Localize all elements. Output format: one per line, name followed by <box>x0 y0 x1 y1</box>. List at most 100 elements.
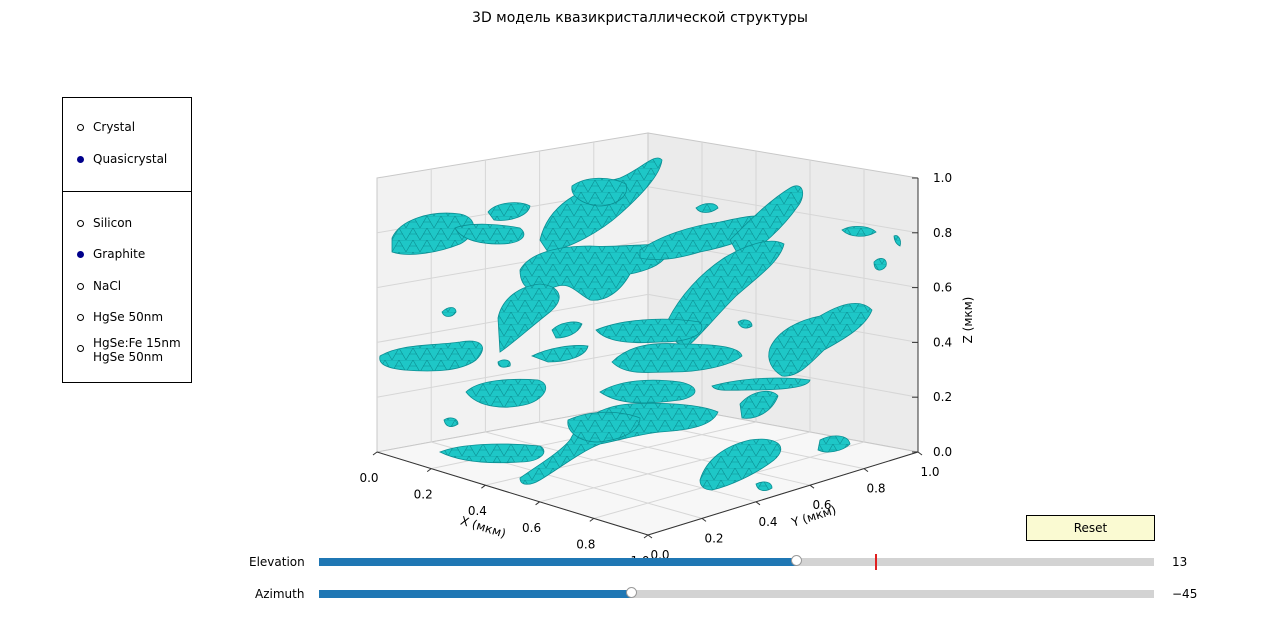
y-tick-label: 0.2 <box>704 531 723 545</box>
surface-blob <box>768 303 873 377</box>
radio-dot-quasicrystal[interactable] <box>77 156 84 163</box>
surface-blob <box>893 235 901 247</box>
surface-blob <box>443 417 459 428</box>
surface-blob <box>567 411 641 443</box>
surface-blob <box>699 438 782 491</box>
x-tick-label: 0.4 <box>468 504 487 518</box>
x-tick-mark <box>481 484 486 489</box>
surface-blob <box>497 283 560 353</box>
radio-label-quasicrystal: Quasicrystal <box>93 152 168 166</box>
azimuth-slider[interactable] <box>319 587 1154 598</box>
surface-blob <box>441 307 457 317</box>
surface-blob <box>873 258 887 271</box>
elevation-value: 13 <box>1172 555 1188 569</box>
material-radio-group: Crystal Quasicrystal <box>62 97 192 193</box>
z-tick-label: 0.8 <box>933 226 952 240</box>
z-tick-label: 0.6 <box>933 281 952 295</box>
x-axis-line <box>376 451 649 536</box>
sample-radio-group: Silicon Graphite NaCl HgSe 50nm HgSe:Fe … <box>62 191 192 383</box>
elevation-initial-marker <box>874 554 877 570</box>
x-tick-mark <box>535 501 540 506</box>
radio-hgse-50nm[interactable]: HgSe 50nm <box>77 310 163 324</box>
radio-label-graphite: Graphite <box>93 247 146 261</box>
surface-blob <box>379 340 483 372</box>
y-tick-mark <box>647 534 653 539</box>
y-tick-mark <box>917 451 923 456</box>
surface-blob <box>695 203 719 213</box>
surface-blob <box>454 223 525 245</box>
x-tick-mark <box>426 468 432 473</box>
grid-line <box>376 240 919 289</box>
axis-ticks: 0.00.20.40.60.81.00.00.20.40.60.81.00.00… <box>359 171 952 560</box>
radio-dot-hgse-50nm[interactable] <box>77 314 84 321</box>
quasicrystal-surface <box>379 157 901 492</box>
surface-blob <box>737 319 753 329</box>
x-tick-label: 0.2 <box>414 488 433 502</box>
azimuth-value: −45 <box>1172 587 1198 601</box>
y-tick-mark <box>809 484 815 489</box>
radio-nacl[interactable]: NaCl <box>77 279 121 293</box>
y-tick-label: 0.8 <box>866 482 885 496</box>
surface-blob <box>531 345 589 363</box>
y-tick-mark <box>755 501 761 506</box>
y-tick-label: 0.4 <box>758 515 777 529</box>
radio-hgse-fe[interactable]: HgSe:Fe 15nm HgSe 50nm <box>77 336 181 364</box>
radio-dot-graphite[interactable] <box>77 251 84 258</box>
surface-blob <box>551 321 583 339</box>
surface-blob <box>595 318 703 344</box>
surface-blob <box>739 390 779 419</box>
y-axis-line <box>647 451 919 536</box>
surface-blob <box>439 443 545 464</box>
surface-blob <box>487 202 531 221</box>
y-tick-mark <box>701 518 707 522</box>
elevation-slider-fill <box>319 558 797 566</box>
plot-3d-axes[interactable]: 0.00.20.40.60.81.00.00.20.40.60.81.00.00… <box>0 0 1280 560</box>
radio-crystal[interactable]: Crystal <box>77 120 135 134</box>
y-tick-mark <box>863 468 869 473</box>
radio-dot-silicon[interactable] <box>77 220 84 227</box>
z-tick-label: 0.4 <box>933 335 952 349</box>
radio-quasicrystal[interactable]: Quasicrystal <box>77 152 167 166</box>
azimuth-slider-fill <box>319 590 633 598</box>
surface-blob <box>599 379 696 404</box>
radio-label-hgse-50nm: HgSe 50nm <box>93 310 164 324</box>
surface-blob <box>711 377 811 391</box>
x-tick-label: 0.6 <box>522 521 541 535</box>
y-tick-label: 0.6 <box>812 498 831 512</box>
elevation-label: Elevation <box>249 555 305 569</box>
z-tick-label: 1.0 <box>933 171 952 185</box>
chart-title: 3D модель квазикристаллической структуры <box>472 10 808 26</box>
x-tick-mark <box>643 534 649 539</box>
elevation-slider[interactable] <box>319 554 1154 570</box>
azimuth-label: Azimuth <box>255 587 305 601</box>
x-tick-label: 1.0 <box>630 554 649 560</box>
z-tick-label: 0.2 <box>933 390 952 404</box>
z-axis-label: Z (мкм) <box>961 297 975 344</box>
radio-dot-crystal[interactable] <box>77 124 84 131</box>
azimuth-slider-handle[interactable] <box>626 587 638 598</box>
surface-blob <box>465 378 547 408</box>
radio-label-hgse-fe: HgSe:Fe 15nm HgSe 50nm <box>93 336 181 364</box>
surface-blob <box>497 359 511 368</box>
y-tick-label: 1.0 <box>920 465 939 479</box>
surface-blob <box>755 481 773 492</box>
radio-silicon[interactable]: Silicon <box>77 216 132 230</box>
radio-label-crystal: Crystal <box>93 120 136 134</box>
x-tick-label: 0.8 <box>576 537 595 551</box>
x-tick-label: 0.0 <box>359 471 378 485</box>
elevation-slider-handle[interactable] <box>790 555 802 566</box>
x-tick-mark <box>589 518 595 522</box>
surface-blob <box>611 343 743 373</box>
radio-label-silicon: Silicon <box>93 216 133 230</box>
y-tick-label: 0.0 <box>650 548 669 560</box>
reset-button[interactable]: Reset <box>1026 515 1155 541</box>
z-tick-label: 0.0 <box>933 445 952 459</box>
radio-dot-nacl[interactable] <box>77 283 84 290</box>
radio-dot-hgse-fe[interactable] <box>77 345 84 352</box>
surface-blob <box>571 177 628 207</box>
radio-label-nacl: NaCl <box>93 279 122 293</box>
x-tick-mark <box>372 451 378 456</box>
radio-graphite[interactable]: Graphite <box>77 247 145 261</box>
surface-blob <box>841 226 877 237</box>
surface-blob <box>817 435 851 453</box>
